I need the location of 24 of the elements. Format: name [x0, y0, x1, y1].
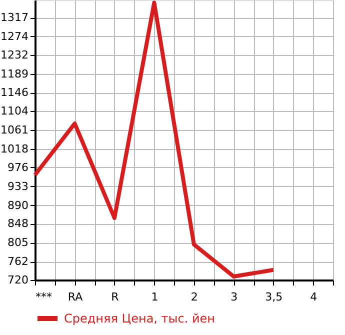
x-tick-label: RA [68, 290, 84, 304]
y-tick-label: 890 [8, 198, 28, 212]
x-tick-label: 3 [230, 290, 238, 304]
x-tick-label: R [111, 290, 120, 304]
y-tick-label: 1274 [0, 30, 28, 43]
y-tick-label: 1018 [0, 142, 28, 156]
x-tick-label: *** [36, 290, 52, 304]
y-tick-label: 720 [8, 274, 28, 286]
y-tick-label: 762 [8, 255, 28, 268]
y-tick-label: 848 [8, 217, 28, 230]
legend-label: Средняя Цена, тыс. йен [64, 312, 216, 326]
x-tick-label: 2 [190, 290, 198, 304]
y-tick-label: 1146 [0, 86, 28, 100]
x-tick-label: 3,5 [265, 290, 283, 304]
y-tick-label: 1189 [0, 67, 28, 80]
x-tick-label: 4 [310, 290, 318, 304]
y-tick-label: 1232 [0, 48, 28, 62]
y-tick-label: 1317 [0, 11, 28, 24]
y-tick-label: 1104 [0, 104, 28, 118]
y-tick-label: 976 [8, 160, 28, 174]
x-tick-label: 1 [151, 290, 158, 304]
y-tick-label: 933 [8, 180, 28, 193]
y-tick-label: 1061 [0, 124, 28, 137]
y-tick-label: 805 [8, 236, 28, 250]
